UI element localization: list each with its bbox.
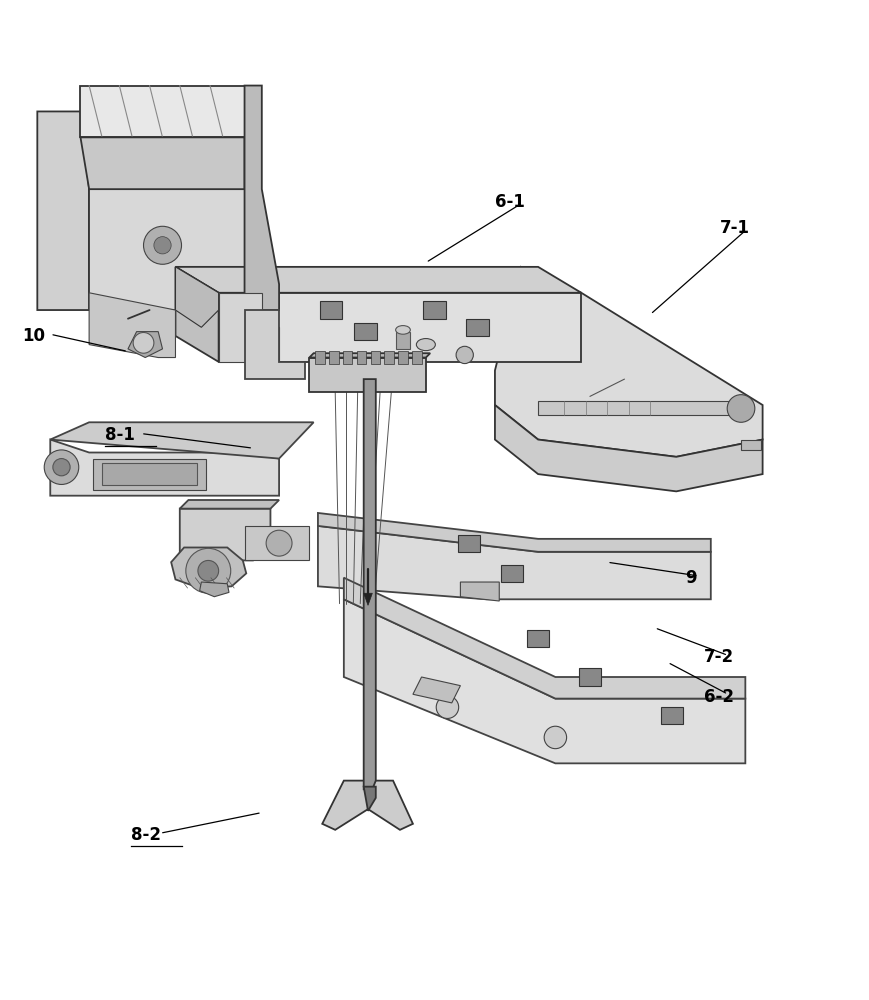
Circle shape [133,332,154,353]
Text: 7-1: 7-1 [720,219,749,237]
Polygon shape [176,267,581,293]
Circle shape [44,450,79,484]
Polygon shape [322,781,413,830]
Circle shape [53,459,70,476]
Polygon shape [219,293,279,362]
Text: 6-2: 6-2 [704,688,734,706]
Bar [527,630,549,647]
Bar [458,535,481,552]
Polygon shape [344,578,746,699]
Polygon shape [180,509,270,560]
Polygon shape [176,267,219,327]
Polygon shape [538,401,737,415]
Polygon shape [244,310,305,379]
Bar [423,301,446,319]
Circle shape [436,696,459,718]
Polygon shape [495,405,763,491]
Polygon shape [413,677,461,703]
Polygon shape [171,547,246,588]
Bar [579,668,601,686]
Polygon shape [309,353,430,358]
Polygon shape [370,351,380,364]
Polygon shape [309,358,426,392]
Polygon shape [395,332,410,349]
Polygon shape [50,422,314,459]
Circle shape [727,395,755,422]
Polygon shape [315,351,325,364]
Polygon shape [461,582,500,601]
Circle shape [143,226,182,264]
Text: 8-1: 8-1 [104,426,135,444]
Polygon shape [364,379,375,789]
Polygon shape [343,351,353,364]
Polygon shape [94,459,206,490]
Polygon shape [50,440,279,496]
Circle shape [544,726,567,749]
Polygon shape [384,351,394,364]
Polygon shape [329,351,339,364]
Polygon shape [90,189,244,310]
Polygon shape [81,137,244,189]
Polygon shape [102,463,197,485]
Polygon shape [398,351,408,364]
Circle shape [456,346,474,364]
Polygon shape [219,293,581,362]
Polygon shape [90,293,176,358]
Polygon shape [180,500,279,509]
Polygon shape [741,440,761,450]
Circle shape [154,237,171,254]
Polygon shape [344,599,746,763]
Text: 8-2: 8-2 [130,826,161,844]
Bar [355,323,376,340]
Bar [320,301,342,319]
Bar [501,565,523,582]
Polygon shape [128,332,163,358]
Polygon shape [495,267,763,457]
Circle shape [198,560,219,581]
Polygon shape [357,351,367,364]
Polygon shape [244,526,309,560]
Text: 6-1: 6-1 [495,193,525,211]
Polygon shape [244,86,279,310]
Polygon shape [176,267,219,362]
Polygon shape [364,593,372,605]
Text: 10: 10 [22,327,45,345]
Polygon shape [200,582,229,597]
Circle shape [186,548,231,593]
Text: 7-2: 7-2 [704,648,734,666]
Polygon shape [81,86,244,137]
Polygon shape [412,351,421,364]
Circle shape [266,530,292,556]
Polygon shape [318,526,711,599]
Text: 9: 9 [685,569,697,587]
Ellipse shape [395,326,410,334]
Polygon shape [37,111,90,310]
Polygon shape [318,513,711,552]
Bar [660,707,683,724]
Bar [467,319,489,336]
Ellipse shape [416,339,435,351]
Polygon shape [364,787,375,811]
